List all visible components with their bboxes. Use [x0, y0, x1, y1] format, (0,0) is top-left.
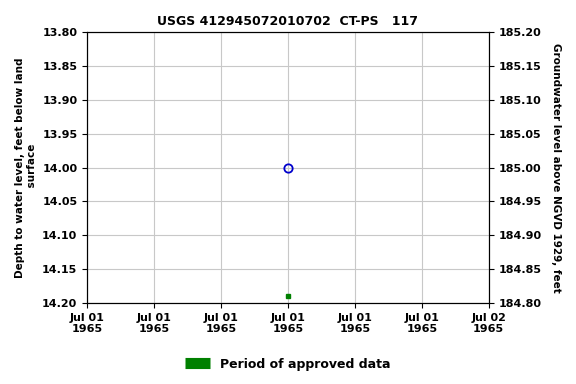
Legend: Period of approved data: Period of approved data — [180, 353, 396, 376]
Y-axis label: Groundwater level above NGVD 1929, feet: Groundwater level above NGVD 1929, feet — [551, 43, 561, 292]
Y-axis label: Depth to water level, feet below land
 surface: Depth to water level, feet below land su… — [15, 57, 37, 278]
Title: USGS 412945072010702  CT-PS   117: USGS 412945072010702 CT-PS 117 — [157, 15, 418, 28]
